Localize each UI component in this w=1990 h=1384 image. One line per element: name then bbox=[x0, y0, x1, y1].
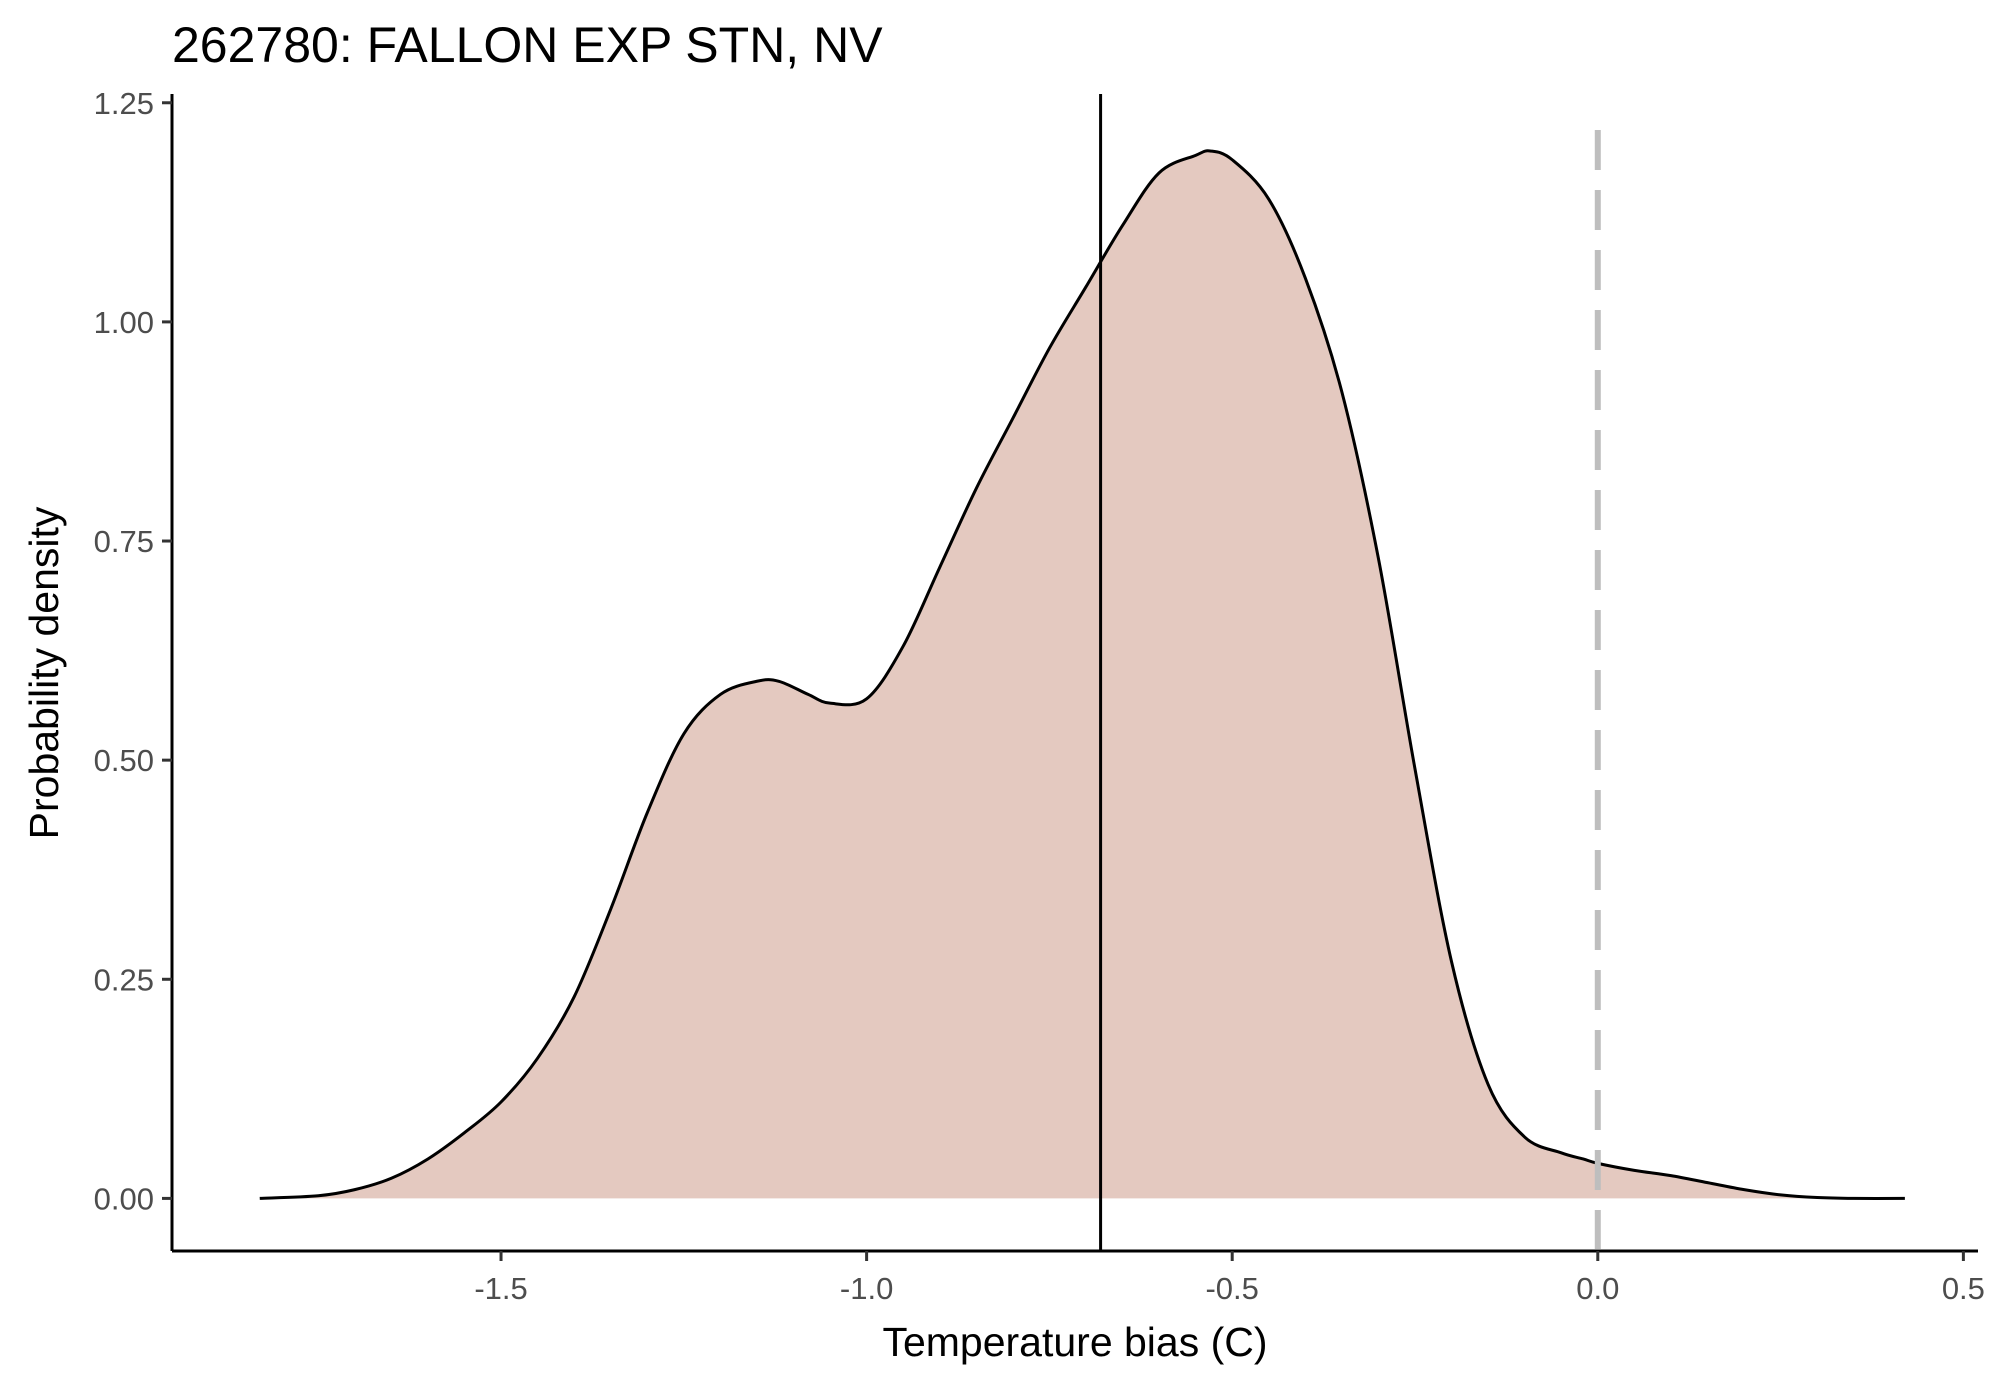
reference-lines bbox=[1099, 94, 1601, 1251]
chart-title: 262780: FALLON EXP STN, NV bbox=[172, 17, 883, 73]
y-tick-label: 0.25 bbox=[94, 962, 154, 997]
x-tick-label: 0.5 bbox=[1942, 1271, 1985, 1306]
density-area-fill bbox=[259, 150, 1905, 1199]
x-tick-label: -1.5 bbox=[474, 1271, 527, 1306]
y-axis-title: Probability density bbox=[21, 506, 67, 839]
x-axis-title: Temperature bias (C) bbox=[882, 1319, 1267, 1365]
x-axis-ticks: -1.5 -1.0 -0.5 0.0 0.5 bbox=[474, 1251, 1985, 1306]
x-tick-label: -0.5 bbox=[1205, 1271, 1258, 1306]
plot-area bbox=[259, 149, 1905, 1200]
y-tick-label: 1.25 bbox=[94, 86, 154, 121]
y-tick-label: 0.50 bbox=[94, 743, 154, 778]
density-curve bbox=[259, 149, 1905, 1200]
y-tick-label: 0.00 bbox=[94, 1181, 154, 1216]
y-tick-label: 0.75 bbox=[94, 524, 154, 559]
y-tick-label: 1.00 bbox=[94, 305, 154, 340]
y-axis-ticks: 0.00 0.25 0.50 0.75 1.00 1.25 bbox=[94, 86, 172, 1216]
x-tick-label: 0.0 bbox=[1576, 1271, 1619, 1306]
x-tick-label: -1.0 bbox=[840, 1271, 893, 1306]
